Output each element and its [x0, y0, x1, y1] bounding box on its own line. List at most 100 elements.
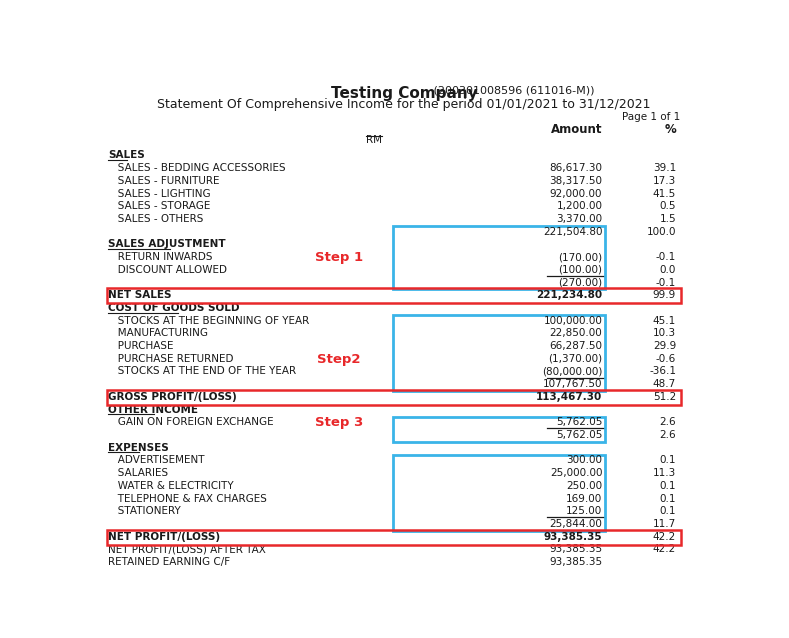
Text: 93,385.35: 93,385.35 — [544, 531, 602, 542]
Text: (270.00): (270.00) — [559, 278, 602, 288]
Text: 221,504.80: 221,504.80 — [543, 226, 602, 237]
Text: EXPENSES: EXPENSES — [108, 443, 169, 453]
Text: 113,467.30: 113,467.30 — [536, 392, 602, 402]
Text: 45.1: 45.1 — [653, 316, 676, 325]
Text: PURCHASE: PURCHASE — [108, 341, 174, 351]
Text: NET PROFIT/(LOSS): NET PROFIT/(LOSS) — [108, 531, 220, 542]
Text: 0.1: 0.1 — [660, 494, 676, 503]
Text: 17.3: 17.3 — [653, 176, 676, 186]
Text: COST OF GOODS SOLD: COST OF GOODS SOLD — [108, 303, 239, 313]
Text: SALES - FURNITURE: SALES - FURNITURE — [108, 176, 219, 186]
Text: RM: RM — [366, 135, 382, 145]
Text: DISCOUNT ALLOWED: DISCOUNT ALLOWED — [108, 265, 227, 275]
Text: 22,850.00: 22,850.00 — [550, 329, 602, 338]
Text: Page 1 of 1: Page 1 of 1 — [622, 112, 680, 122]
Text: (100.00): (100.00) — [559, 265, 602, 275]
Text: GAIN ON FOREIGN EXCHANGE: GAIN ON FOREIGN EXCHANGE — [108, 417, 274, 427]
Text: STATIONERY: STATIONERY — [108, 506, 181, 516]
Text: 29.9: 29.9 — [653, 341, 676, 351]
Text: -36.1: -36.1 — [649, 366, 676, 376]
Text: Statement Of Comprehensive Income for the period 01/01/2021 to 31/12/2021: Statement Of Comprehensive Income for th… — [157, 98, 651, 111]
Text: 0.1: 0.1 — [660, 456, 676, 465]
Text: 107,767.50: 107,767.50 — [543, 379, 602, 389]
Bar — [107, 390, 681, 405]
Text: NET SALES: NET SALES — [108, 290, 171, 300]
Text: 221,234.80: 221,234.80 — [537, 290, 602, 300]
Text: 66,287.50: 66,287.50 — [549, 341, 602, 351]
Text: SALARIES: SALARIES — [108, 468, 168, 478]
Text: 51.2: 51.2 — [653, 392, 676, 402]
Text: ADVERTISEMENT: ADVERTISEMENT — [108, 456, 204, 465]
Text: 0.5: 0.5 — [660, 202, 676, 211]
Text: (170.00): (170.00) — [559, 252, 602, 262]
Text: 100.0: 100.0 — [646, 226, 676, 237]
Text: (80,000.00): (80,000.00) — [542, 366, 602, 376]
Bar — [107, 288, 681, 303]
Text: Step 1: Step 1 — [315, 251, 363, 264]
Bar — [393, 226, 605, 290]
Text: MANUFACTURING: MANUFACTURING — [108, 329, 208, 338]
Bar — [393, 315, 605, 391]
Text: 39.1: 39.1 — [653, 163, 676, 173]
Text: -0.1: -0.1 — [656, 278, 676, 288]
Text: (200301008596 (611016-M)): (200301008596 (611016-M)) — [430, 85, 595, 96]
Text: NET PROFIT/(LOSS) AFTER TAX: NET PROFIT/(LOSS) AFTER TAX — [108, 544, 266, 554]
Text: STOCKS AT THE BEGINNING OF YEAR: STOCKS AT THE BEGINNING OF YEAR — [108, 316, 309, 325]
Bar — [393, 417, 605, 442]
Text: 5,762.05: 5,762.05 — [556, 430, 602, 440]
Text: 99.9: 99.9 — [653, 290, 676, 300]
Text: STOCKS AT THE END OF THE YEAR: STOCKS AT THE END OF THE YEAR — [108, 366, 296, 376]
Text: 41.5: 41.5 — [653, 189, 676, 198]
Text: SALES ADJUSTMENT: SALES ADJUSTMENT — [108, 239, 226, 249]
Bar — [393, 455, 605, 531]
Text: 5,762.05: 5,762.05 — [556, 417, 602, 427]
Text: Amount: Amount — [551, 122, 602, 136]
Text: 250.00: 250.00 — [567, 481, 602, 491]
Text: SALES - STORAGE: SALES - STORAGE — [108, 202, 211, 211]
Text: WATER & ELECTRICITY: WATER & ELECTRICITY — [108, 481, 234, 491]
Text: 42.2: 42.2 — [653, 544, 676, 554]
Text: 42.2: 42.2 — [653, 531, 676, 542]
Text: 11.3: 11.3 — [653, 468, 676, 478]
Text: 100,000.00: 100,000.00 — [544, 316, 602, 325]
Text: 300.00: 300.00 — [567, 456, 602, 465]
Text: 25,000.00: 25,000.00 — [550, 468, 602, 478]
Text: RETURN INWARDS: RETURN INWARDS — [108, 252, 212, 262]
Text: -0.6: -0.6 — [656, 353, 676, 364]
Text: 1.5: 1.5 — [660, 214, 676, 224]
Text: 93,385.35: 93,385.35 — [549, 544, 602, 554]
Text: Step 3: Step 3 — [315, 417, 363, 429]
Text: SALES - OTHERS: SALES - OTHERS — [108, 214, 204, 224]
Text: 3,370.00: 3,370.00 — [556, 214, 602, 224]
Text: SALES - BEDDING ACCESSORIES: SALES - BEDDING ACCESSORIES — [108, 163, 286, 173]
Text: GROSS PROFIT/(LOSS): GROSS PROFIT/(LOSS) — [108, 392, 237, 402]
Text: 92,000.00: 92,000.00 — [550, 189, 602, 198]
Text: PURCHASE RETURNED: PURCHASE RETURNED — [108, 353, 234, 364]
Text: 48.7: 48.7 — [653, 379, 676, 389]
Text: Step2: Step2 — [317, 353, 361, 366]
Text: 10.3: 10.3 — [653, 329, 676, 338]
Text: -0.1: -0.1 — [656, 252, 676, 262]
Text: RETAINED EARNING C/F: RETAINED EARNING C/F — [108, 557, 230, 567]
Text: (1,370.00): (1,370.00) — [548, 353, 602, 364]
Text: %: % — [664, 122, 676, 136]
Text: 25,844.00: 25,844.00 — [549, 519, 602, 529]
Text: 1,200.00: 1,200.00 — [556, 202, 602, 211]
Bar — [107, 530, 681, 545]
Text: 38,317.50: 38,317.50 — [549, 176, 602, 186]
Text: 2.6: 2.6 — [660, 430, 676, 440]
Text: 125.00: 125.00 — [567, 506, 602, 516]
Text: 2.6: 2.6 — [660, 417, 676, 427]
Text: 93,385.35: 93,385.35 — [549, 557, 602, 567]
Text: OTHER INCOME: OTHER INCOME — [108, 404, 198, 415]
Text: TELEPHONE & FAX CHARGES: TELEPHONE & FAX CHARGES — [108, 494, 267, 503]
Text: Testing Company: Testing Company — [331, 85, 478, 101]
Text: 86,617.30: 86,617.30 — [549, 163, 602, 173]
Text: SALES - LIGHTING: SALES - LIGHTING — [108, 189, 211, 198]
Text: 0.1: 0.1 — [660, 481, 676, 491]
Text: 0.0: 0.0 — [660, 265, 676, 275]
Text: 169.00: 169.00 — [567, 494, 602, 503]
Text: SALES: SALES — [108, 151, 144, 161]
Text: 0.1: 0.1 — [660, 506, 676, 516]
Text: 11.7: 11.7 — [653, 519, 676, 529]
